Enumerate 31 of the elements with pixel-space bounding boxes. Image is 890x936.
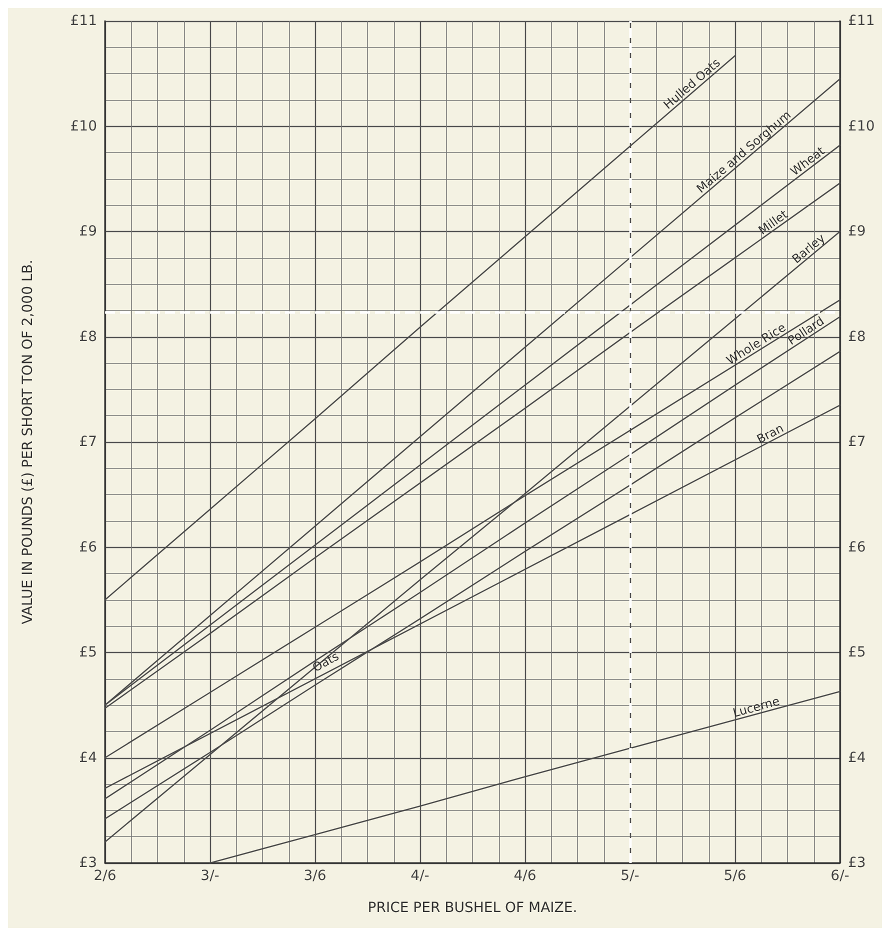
y2-tick-label: £11	[848, 13, 875, 29]
x-tick-label: 5/-	[620, 868, 640, 884]
y-tick-label: £9	[79, 224, 97, 240]
y-tick-label: £7	[79, 434, 97, 450]
annotation: Oats	[310, 649, 342, 675]
y2-tick-label: £10	[848, 118, 875, 134]
x-tick-label: 3/6	[304, 868, 326, 884]
x-axis-title: PRICE PER BUSHEL OF MAIZE.	[368, 900, 578, 916]
y2-tick-label: £8	[848, 328, 866, 345]
x-tick-label: 5/6	[724, 868, 746, 884]
y-tick-label: £5	[79, 644, 97, 660]
y2-tick-label: £5	[848, 644, 866, 660]
y2-tick-label: £7	[848, 434, 866, 450]
x-tick-label: 6/-	[830, 868, 850, 884]
y-tick-label: £10	[70, 118, 97, 134]
text: Bran	[754, 420, 786, 446]
x-tick-label: 3/-	[200, 868, 220, 884]
x-tick-label: 4/6	[514, 868, 536, 884]
y-tick-label: £6	[79, 539, 98, 556]
y-tick-label: £11	[70, 13, 97, 29]
y-tick-label: £4	[79, 750, 98, 766]
y2-tick-label: £4	[848, 750, 866, 766]
y2-tick-label: £3	[848, 855, 866, 871]
x-tick-label: 4/-	[410, 868, 430, 884]
y2-tick-label: £9	[848, 224, 866, 240]
y2-tick-label: £6	[848, 539, 866, 556]
y-axis-title: VALUE IN POUNDS (£) PER SHORT TON OF 2,000 LB.	[20, 260, 36, 624]
text: Lucerne	[731, 694, 782, 720]
x-tick-label: 2/6	[94, 868, 116, 884]
y-tick-label: £3	[79, 855, 97, 871]
y-tick-label: £8	[79, 328, 97, 345]
